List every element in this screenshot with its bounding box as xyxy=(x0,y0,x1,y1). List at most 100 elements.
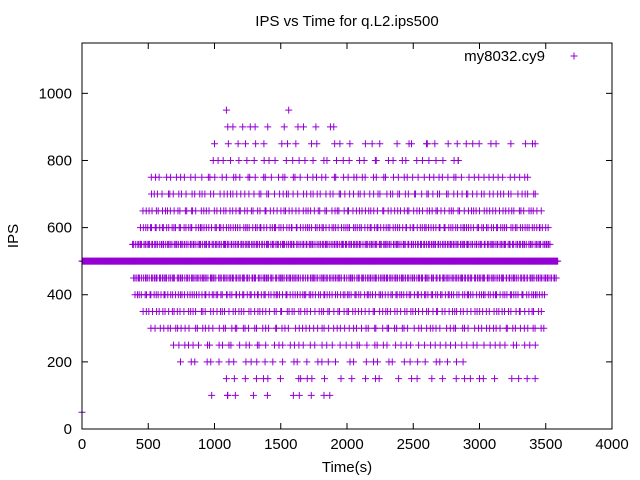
data-point xyxy=(219,341,227,349)
x-tick-label: 4000 xyxy=(595,436,628,453)
data-point xyxy=(284,140,292,148)
data-point xyxy=(475,140,483,148)
data-point xyxy=(236,341,244,349)
data-point xyxy=(206,341,214,349)
data-point xyxy=(452,375,460,383)
data-point xyxy=(252,140,260,148)
data-point xyxy=(459,358,467,366)
data-point xyxy=(323,156,331,164)
data-point xyxy=(301,156,309,164)
data-point xyxy=(299,341,307,349)
data-point xyxy=(537,207,545,215)
data-point xyxy=(384,324,392,332)
data-point xyxy=(280,123,288,131)
data-point xyxy=(224,391,232,399)
data-point xyxy=(476,375,483,383)
data-point xyxy=(279,341,287,349)
data-point xyxy=(198,173,206,181)
data-point xyxy=(346,140,354,148)
data-point xyxy=(432,156,440,164)
data-point xyxy=(375,375,383,383)
data-point xyxy=(235,156,243,164)
data-point xyxy=(252,324,260,332)
data-point xyxy=(192,308,200,316)
data-point xyxy=(408,140,416,148)
data-point xyxy=(222,173,230,181)
data-point xyxy=(222,375,230,383)
data-point xyxy=(480,341,488,349)
data-point xyxy=(524,190,532,198)
data-point xyxy=(389,156,397,164)
data-point xyxy=(418,156,426,164)
data-point xyxy=(444,358,452,366)
legend: my8032.cy9 xyxy=(464,48,578,65)
data-point xyxy=(269,358,277,366)
legend-marker xyxy=(570,52,578,60)
data-point xyxy=(329,190,337,198)
data-point xyxy=(451,341,459,349)
data-point xyxy=(406,358,414,366)
y-axis-label: IPS xyxy=(5,224,22,248)
data-point xyxy=(246,123,254,131)
data-point xyxy=(453,358,461,366)
x-tick-label: 2000 xyxy=(330,436,363,453)
data-point xyxy=(515,375,523,383)
data-point xyxy=(330,123,338,131)
data-point xyxy=(332,173,340,181)
data-point xyxy=(415,341,423,349)
data-point xyxy=(207,358,215,366)
data-point xyxy=(439,156,447,164)
data-point xyxy=(544,224,552,232)
data-point xyxy=(436,358,444,366)
data-point xyxy=(404,190,412,198)
data-point xyxy=(421,341,429,349)
data-point xyxy=(224,140,232,148)
data-point xyxy=(158,190,166,198)
data-point xyxy=(388,358,396,366)
data-point xyxy=(444,173,452,181)
data-point xyxy=(276,375,284,383)
data-point xyxy=(469,140,477,148)
data-point xyxy=(191,173,199,181)
chart-title: IPS vs Time for q.L2.ips500 xyxy=(255,13,438,30)
data-point xyxy=(531,375,539,383)
data-point xyxy=(331,358,339,366)
data-point xyxy=(233,324,241,332)
data-point xyxy=(350,358,358,366)
data-point xyxy=(230,358,238,366)
data-point xyxy=(507,140,515,148)
data-point xyxy=(395,375,403,383)
data-point xyxy=(261,173,269,181)
data-point xyxy=(252,375,260,383)
data-point xyxy=(462,140,470,148)
data-point xyxy=(293,358,301,366)
data-point xyxy=(284,324,292,332)
data-point xyxy=(361,140,369,148)
data-point xyxy=(309,156,317,164)
data-point xyxy=(279,358,287,366)
data-point xyxy=(393,140,401,148)
x-axis-label: Time(s) xyxy=(322,459,372,476)
data-point xyxy=(428,375,436,383)
data-point xyxy=(208,391,216,399)
data-point xyxy=(251,173,259,181)
x-tick-label: 500 xyxy=(136,436,161,453)
data-point xyxy=(255,341,263,349)
data-point xyxy=(411,190,419,198)
data-point xyxy=(521,140,529,148)
data-point xyxy=(372,173,380,181)
y-axis: 0 200 400 600 800 1000 xyxy=(39,85,612,438)
y-tick-label: 200 xyxy=(47,354,72,371)
data-point xyxy=(265,324,273,332)
data-point xyxy=(423,140,430,148)
x-tick-label: 3000 xyxy=(463,436,496,453)
y-tick-label: 600 xyxy=(47,220,72,237)
data-point xyxy=(282,156,290,164)
data-point xyxy=(524,173,532,181)
data-point xyxy=(180,173,188,181)
data-point xyxy=(362,358,370,366)
y-tick-label: 400 xyxy=(47,287,72,304)
data-point xyxy=(404,324,412,332)
data-point xyxy=(262,341,270,349)
